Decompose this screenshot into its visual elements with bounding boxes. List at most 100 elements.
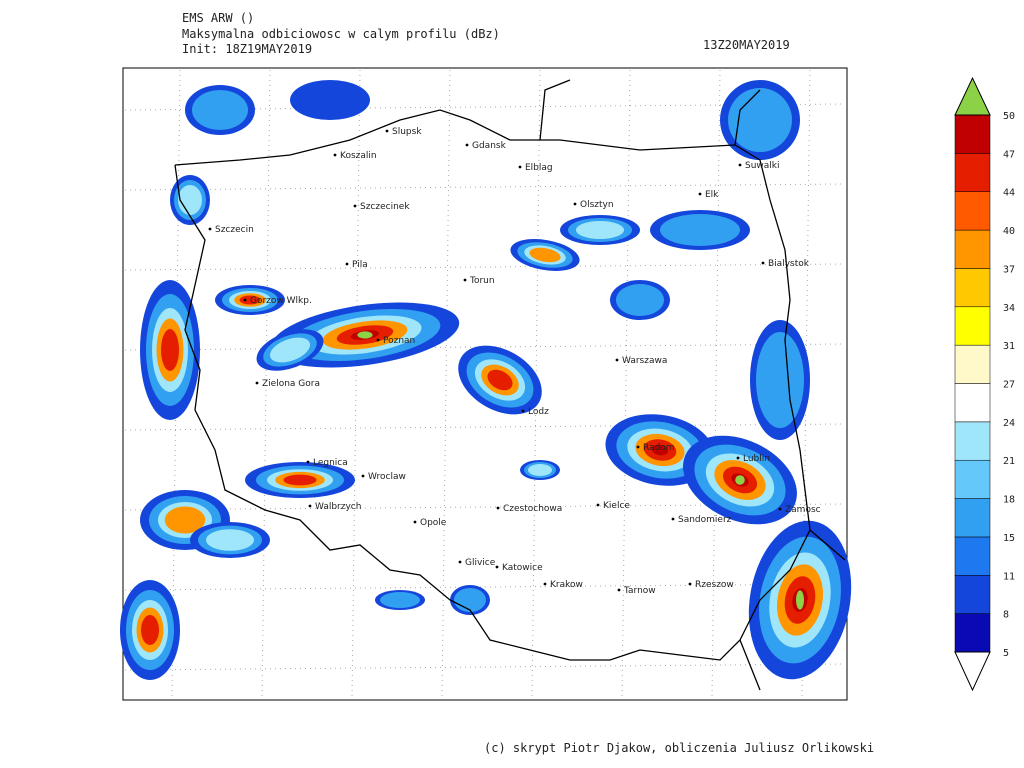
city-label: Koszalin (340, 151, 377, 161)
city-label: Rzeszow (695, 580, 734, 590)
echo (380, 592, 420, 608)
city-dot (385, 129, 389, 133)
colorbar-segment (954, 344, 991, 384)
field-title: Maksymalna odbiciowosc w calym profilu (… (182, 27, 500, 41)
parallel (124, 423, 846, 431)
city-label: Szczecin (215, 225, 254, 235)
colorbar-over (954, 76, 991, 116)
colorbar-segment (954, 114, 991, 154)
colorbar-segment (954, 459, 991, 499)
city-label: Zielona Gora (262, 379, 320, 389)
colorbar-label: 27 (1003, 380, 1015, 391)
echo (164, 506, 206, 534)
city-label: Katowice (502, 563, 543, 573)
city-dot (361, 474, 365, 478)
colorbar-segment (954, 498, 991, 538)
city-dot (671, 517, 675, 521)
city-dot (376, 338, 380, 342)
parallel (124, 583, 846, 591)
city-dot (573, 202, 577, 206)
echo (269, 337, 311, 363)
colorbar-label: 37 (1003, 264, 1015, 275)
echo (192, 90, 248, 130)
echo (576, 221, 624, 239)
city-dot (738, 163, 742, 167)
echo (206, 529, 254, 551)
colorbar-label: 44 (1003, 188, 1015, 199)
colorbar-label: 18 (1003, 495, 1015, 506)
city-label: Glivice (465, 558, 496, 568)
colorbar: 5 8 11 15 18 21 24 27 31 34 37 40 44 47 50 (954, 76, 1015, 692)
city-dot (615, 358, 619, 362)
city-dot (521, 409, 525, 413)
colorbar-segment (954, 153, 991, 192)
city-label: Suwalki (745, 161, 780, 171)
city-dot (778, 507, 782, 511)
colorbar-segment (954, 575, 991, 614)
city-label: Poznan (383, 336, 415, 346)
colorbar-segment (954, 613, 991, 653)
colorbar-segment (954, 536, 991, 576)
city-label: Radom (643, 443, 675, 453)
city-label: Olsztyn (580, 200, 614, 210)
city-dot (463, 278, 467, 282)
city-dot (306, 460, 310, 464)
colorbar-segment (954, 191, 991, 231)
city-label: Lublin (743, 454, 770, 464)
colorbar-label: 11 (1003, 571, 1015, 582)
parallel (124, 663, 846, 671)
city-dot (333, 153, 337, 157)
echo (283, 474, 317, 486)
colorbar-label: 15 (1003, 533, 1015, 544)
city-label: Czestochowa (503, 504, 562, 514)
city-dot (596, 503, 600, 507)
echo (178, 185, 202, 215)
city-label: Zamosc (785, 505, 821, 515)
colorbar-under (954, 651, 991, 692)
parallel (124, 183, 846, 191)
echo (357, 331, 373, 339)
city-label: Szczecinek (360, 202, 410, 212)
echo (161, 329, 179, 371)
city-dot (698, 192, 702, 196)
city-dot (688, 582, 692, 586)
echo (651, 444, 669, 456)
city-label: Walbrzych (315, 502, 361, 512)
city-dot (636, 445, 640, 449)
city-dot (495, 565, 499, 569)
echo (735, 475, 745, 485)
echo (528, 464, 552, 476)
city-dot (736, 456, 740, 460)
footer: (c) skrypt Piotr Djakow, obliczenia Juli… (484, 741, 874, 755)
city-label: Elblag (525, 163, 553, 173)
valid-time: 13Z20MAY2019 (703, 38, 790, 52)
city-dot (465, 143, 469, 147)
echo (728, 88, 792, 152)
city-label: Gorzow Wlkp. (250, 296, 312, 306)
reflectivity (120, 80, 852, 680)
city-dot (308, 504, 312, 508)
city-label: Bialystok (768, 259, 810, 269)
city-label: Wroclaw (368, 472, 406, 482)
city-labels: Slupsk Gdansk Koszalin Elblag Suwalki Szczeci… (208, 127, 821, 596)
parallel (124, 263, 846, 271)
colorbar-segment (954, 383, 991, 423)
init-time: Init: 18Z19MAY2019 (182, 42, 312, 56)
city-label: Kielce (603, 501, 630, 511)
colorbar-segment (954, 268, 991, 308)
colorbar-label: 34 (1003, 303, 1015, 314)
echo (756, 332, 804, 428)
city-label: Legnica (313, 458, 348, 468)
city-dot (518, 165, 522, 169)
city-label: Torun (469, 276, 495, 286)
echo (239, 295, 261, 305)
city-label: Lodz (528, 407, 549, 417)
model-title: EMS ARW () (182, 11, 254, 25)
city-label: Tarnow (623, 586, 656, 596)
city-label: Warszawa (622, 356, 667, 366)
colorbar-label: 8 (1003, 610, 1009, 621)
border (174, 79, 846, 691)
echo (141, 615, 159, 645)
echo (616, 284, 664, 316)
